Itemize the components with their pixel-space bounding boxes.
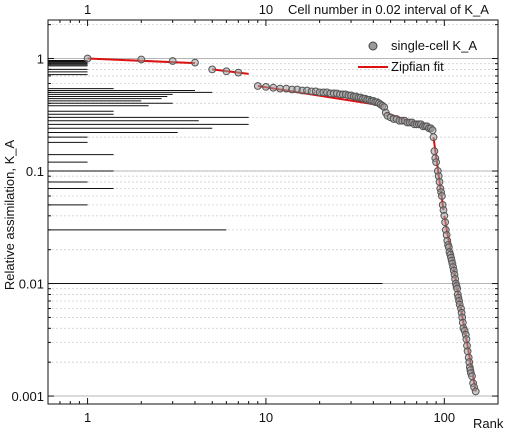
data-point [435,178,444,186]
data-point [168,57,177,65]
data-point [191,58,199,67]
y-tick-label: 0.001 [11,389,44,404]
legend-label-single-cell: single-cell K_A [391,38,477,53]
fit-line [212,68,249,75]
data-point [234,68,243,77]
data-point [208,65,217,74]
histogram [48,60,383,285]
x-tick-label: 100 [433,410,455,425]
y-tick-label: 0.01 [19,277,44,292]
data-point [440,211,449,220]
data-point [137,55,146,64]
data-point [269,83,278,92]
data-point [462,335,471,344]
legend-marker-circle [368,41,378,51]
x2-tick-label: 10 [259,2,273,17]
data-point [441,218,450,227]
data-point [262,83,270,91]
x2-tick-label: 1 [84,2,91,17]
legend-label-zipfian: Zipfian fit [391,59,444,74]
y-tick-label: 1 [37,52,44,67]
data-point [463,347,472,356]
y-tick-label: 0.1 [26,164,44,179]
legend: single-cell K_A Zipfian fit [358,38,477,74]
data-point [471,387,480,396]
grid [48,24,498,397]
points-group [83,54,480,396]
data-point [222,67,231,76]
data-point [430,147,439,156]
data-point [428,126,437,135]
data-point [429,133,438,142]
y-axis-title: Relative assimilation, K_A [2,140,17,291]
data-point [438,192,446,200]
x-tick-label: 10 [259,410,273,425]
plot-frame [47,19,499,405]
x-axis-title: Rank [473,416,504,429]
data-point [83,54,92,63]
x2-axis-title: Cell number in 0.02 interval of K_A [288,2,489,17]
data-point [253,82,262,90]
data-point [468,372,476,381]
data-point [432,158,441,167]
x-tick-label: 1 [84,410,91,425]
axes: 1 10 100 1 10 1 0.1 0.01 0.001 [11,2,499,425]
